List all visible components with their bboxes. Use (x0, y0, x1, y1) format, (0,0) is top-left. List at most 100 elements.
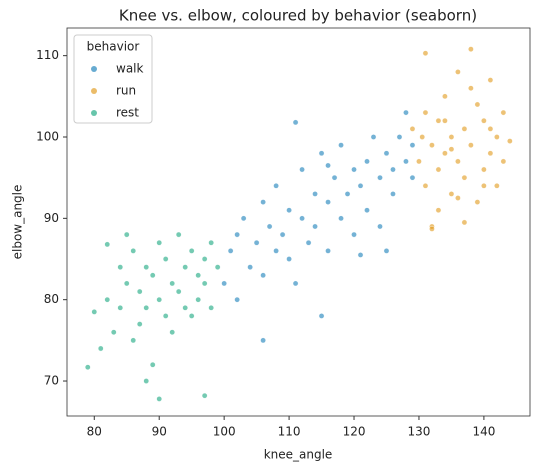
point (487, 77, 494, 83)
point (143, 378, 150, 384)
legend-marker (91, 110, 97, 116)
point (338, 215, 344, 222)
point (182, 264, 188, 270)
point (409, 142, 416, 148)
point (455, 195, 461, 201)
point (175, 288, 182, 295)
point (91, 309, 98, 315)
point (143, 264, 150, 270)
point (364, 207, 370, 214)
point (442, 93, 448, 100)
point (123, 231, 130, 238)
point (481, 166, 487, 173)
chart-title: Knee vs. elbow, coloured by behavior (se… (119, 7, 477, 25)
point (377, 223, 383, 230)
point (461, 219, 468, 226)
point (325, 199, 331, 205)
point (97, 345, 104, 352)
point (169, 329, 175, 336)
legend-label: walk (116, 62, 144, 76)
point (162, 313, 169, 319)
point (318, 150, 325, 157)
point (136, 321, 143, 327)
point (162, 256, 169, 262)
point (435, 117, 442, 124)
plot-area (84, 46, 513, 402)
x-tick-label: 100 (213, 425, 236, 439)
point (149, 361, 156, 368)
axes-frame (66, 27, 531, 417)
point (383, 248, 390, 254)
point (377, 174, 383, 181)
x-axis-label: knee_angle (264, 448, 333, 462)
point (110, 329, 117, 336)
x-tick-label: 110 (278, 425, 301, 439)
point (195, 296, 201, 303)
point (279, 231, 286, 238)
point (266, 223, 273, 230)
point (442, 150, 448, 157)
point (299, 215, 305, 222)
point (435, 207, 442, 214)
point (429, 226, 435, 232)
point (312, 191, 318, 197)
point (182, 305, 188, 311)
point (409, 174, 416, 181)
point (123, 280, 130, 287)
point (481, 183, 487, 189)
point (240, 215, 247, 222)
point (208, 305, 214, 311)
y-tick-label: 80 (44, 292, 59, 306)
point (136, 288, 143, 295)
point (448, 134, 455, 140)
y-axis-label: elbow_angle (11, 185, 25, 260)
point (318, 313, 325, 319)
point (455, 158, 461, 165)
point (117, 264, 124, 270)
legend-box (73, 34, 153, 124)
legend-title: behavior (87, 40, 140, 54)
point (409, 126, 416, 132)
point (325, 162, 331, 169)
point (455, 69, 461, 75)
legend-label: run (116, 84, 136, 98)
point (468, 85, 474, 91)
legend-label: rest (116, 106, 139, 120)
point (429, 142, 435, 148)
point (331, 174, 338, 181)
point (286, 207, 292, 214)
point (422, 109, 429, 116)
point (305, 239, 312, 246)
point (416, 158, 422, 165)
point (344, 191, 351, 197)
point (188, 313, 195, 319)
point (351, 166, 357, 173)
point (214, 264, 221, 270)
point (403, 109, 409, 116)
point (435, 166, 442, 173)
point (273, 183, 279, 189)
y-tick-label: 110 (36, 48, 59, 62)
point (273, 248, 279, 254)
point (175, 231, 182, 238)
point (396, 134, 403, 140)
point (370, 134, 377, 140)
y-tick-label: 70 (44, 374, 59, 388)
point (448, 146, 455, 152)
point (247, 264, 253, 270)
point (143, 305, 150, 311)
point (195, 272, 201, 279)
point (390, 191, 396, 197)
point (169, 280, 175, 287)
point (422, 50, 429, 57)
point (234, 231, 240, 238)
point (390, 166, 396, 173)
point (104, 241, 111, 248)
point (357, 183, 364, 189)
point (474, 199, 481, 205)
point (500, 109, 507, 116)
point (208, 239, 214, 246)
point (188, 248, 195, 254)
point (286, 256, 292, 262)
point (201, 280, 208, 287)
